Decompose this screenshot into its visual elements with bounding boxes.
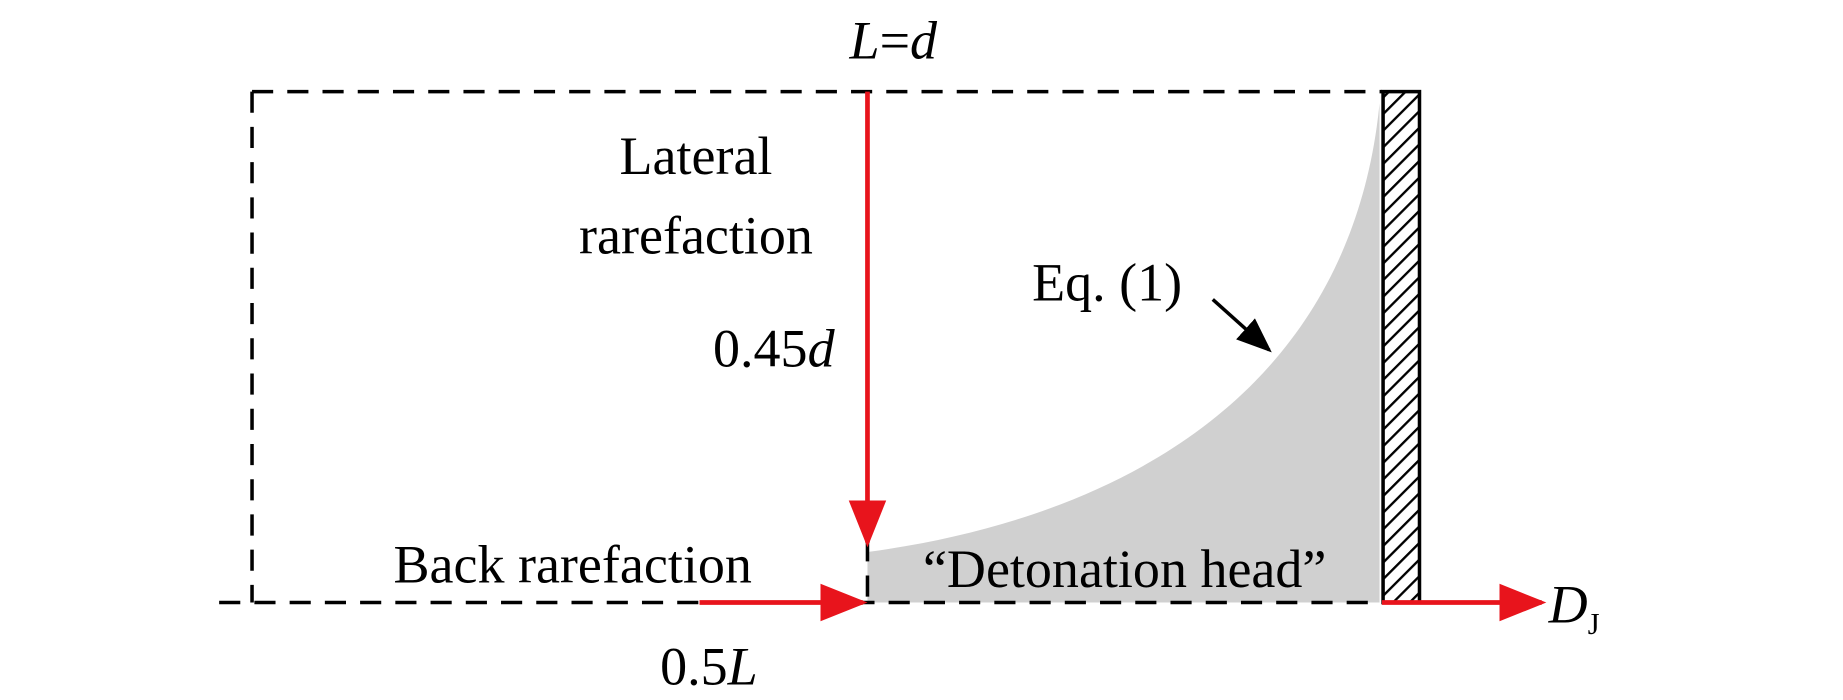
back-label: Back rarefaction bbox=[393, 535, 751, 595]
top-label: L=d bbox=[849, 11, 939, 71]
lateral-label: rarefaction bbox=[579, 206, 813, 266]
head-label: “Detonation head” bbox=[923, 539, 1326, 599]
number: 0.45 bbox=[713, 318, 808, 378]
lateral-label: Lateral bbox=[620, 126, 773, 186]
symbol: d bbox=[910, 11, 938, 71]
lateral-speed: 0.45d bbox=[713, 318, 836, 378]
equation-label: Eq. (1) bbox=[1032, 253, 1182, 313]
equation-pointer bbox=[1211, 298, 1272, 353]
number: 0.5 bbox=[660, 637, 728, 697]
velocity-label: DJ bbox=[1548, 574, 1600, 641]
back-speed: 0.5L bbox=[660, 637, 758, 697]
symbol: L bbox=[727, 637, 758, 697]
subscript: J bbox=[1588, 607, 1600, 641]
detonation-head-region bbox=[867, 103, 1380, 603]
wall bbox=[1381, 89, 1422, 605]
equals: = bbox=[880, 11, 910, 71]
symbol: L bbox=[849, 11, 880, 71]
symbol: d bbox=[808, 318, 836, 378]
symbol: D bbox=[1548, 574, 1588, 634]
